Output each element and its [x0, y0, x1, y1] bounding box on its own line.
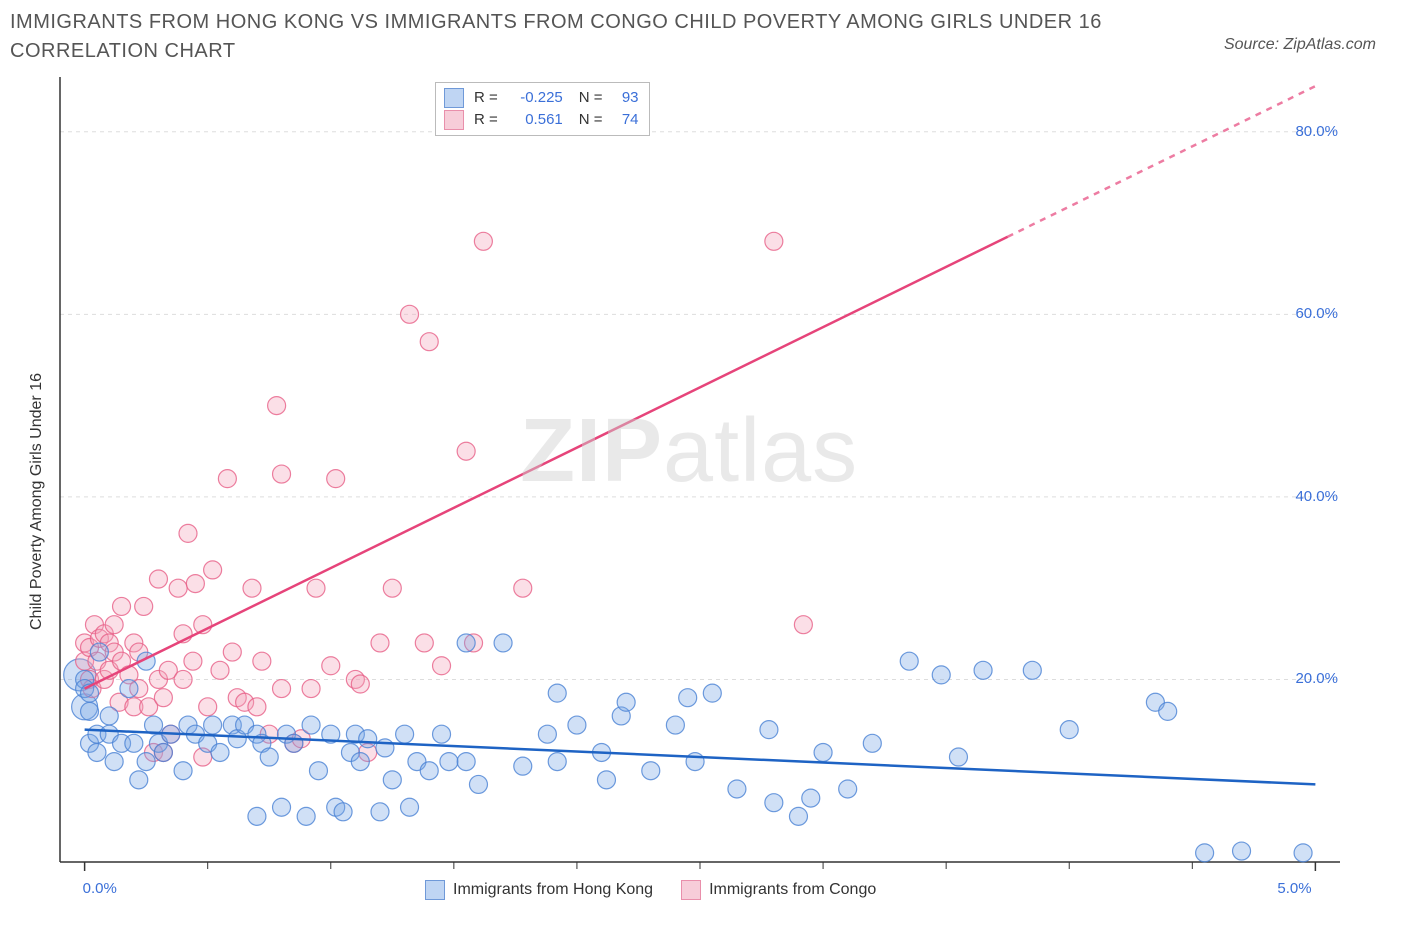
- r-value: 0.561: [508, 109, 563, 131]
- y-tick-label: 80.0%: [1278, 123, 1338, 140]
- x-tick-label: 0.0%: [83, 880, 117, 897]
- r-label: R =: [474, 109, 498, 131]
- chart-title: IMMIGRANTS FROM HONG KONG VS IMMIGRANTS …: [10, 8, 1110, 66]
- legend-swatch: [444, 88, 464, 108]
- legend-item: Immigrants from Hong Kong: [425, 880, 653, 900]
- r-value: -0.225: [508, 87, 563, 109]
- n-value: 93: [613, 87, 639, 109]
- r-label: R =: [474, 87, 498, 109]
- series-legend: Immigrants from Hong Kong Immigrants fro…: [425, 880, 876, 900]
- y-tick-label: 20.0%: [1278, 670, 1338, 687]
- n-label: N =: [579, 87, 603, 109]
- source-name: ZipAtlas.com: [1284, 36, 1376, 53]
- legend-item: Immigrants from Congo: [681, 880, 876, 900]
- legend-swatch: [681, 880, 701, 900]
- legend-swatch: [425, 880, 445, 900]
- legend-swatch: [444, 110, 464, 130]
- source-attribution: Source: ZipAtlas.com: [1224, 36, 1376, 54]
- scatter-chart: [58, 75, 1388, 880]
- y-tick-label: 60.0%: [1278, 305, 1338, 322]
- legend-label: Immigrants from Congo: [709, 881, 876, 899]
- source-prefix: Source:: [1224, 36, 1284, 53]
- legend-row: R = 0.561 N = 74: [444, 109, 639, 131]
- x-tick-label: 5.0%: [1277, 880, 1311, 897]
- legend-row: R = -0.225 N = 93: [444, 87, 639, 109]
- legend-label: Immigrants from Hong Kong: [453, 881, 653, 899]
- n-value: 74: [613, 109, 639, 131]
- y-tick-label: 40.0%: [1278, 488, 1338, 505]
- correlation-legend: R = -0.225 N = 93 R = 0.561 N = 74: [435, 82, 650, 136]
- y-axis-label: Child Poverty Among Girls Under 16: [28, 373, 46, 630]
- n-label: N =: [579, 109, 603, 131]
